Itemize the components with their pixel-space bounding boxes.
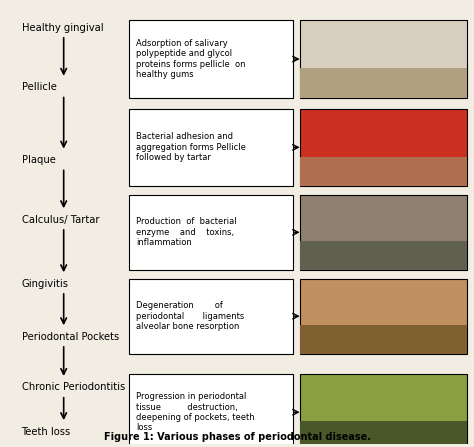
Text: Figure 1: Various phases of periodontal disease.: Figure 1: Various phases of periodontal … [103, 432, 371, 442]
Text: Pellicle: Pellicle [21, 82, 56, 92]
Bar [300, 422, 466, 447]
Bar [300, 278, 466, 354]
Text: Calculus/ Tartar: Calculus/ Tartar [21, 215, 99, 225]
Bar [300, 109, 466, 186]
Bar [129, 195, 293, 270]
Bar [300, 374, 466, 447]
Bar [300, 241, 466, 270]
Bar [300, 325, 466, 354]
Bar [129, 278, 293, 354]
Bar [300, 68, 466, 98]
Text: Degeneration        of
periodontal       ligaments
alveolar bone resorption: Degeneration of periodontal ligaments al… [137, 301, 245, 331]
Text: Progression in periodontal
tissue          destruction,
deepening of pockets, te: Progression in periodontal tissue destru… [137, 392, 255, 432]
Bar [300, 156, 466, 186]
Text: Healthy gingival: Healthy gingival [21, 23, 103, 33]
Bar [129, 109, 293, 186]
Bar [129, 374, 293, 447]
Text: Gingivitis: Gingivitis [21, 278, 69, 289]
Text: Production  of  bacterial
enzyme    and    toxins,
inflammation: Production of bacterial enzyme and toxin… [137, 217, 237, 247]
Text: Plaque: Plaque [21, 155, 55, 165]
Bar [300, 195, 466, 270]
Bar [129, 21, 293, 98]
Text: Periodontal Pockets: Periodontal Pockets [21, 332, 119, 342]
Text: Adsorption of salivary
polypeptide and glycol
proteins forms pellicle  on
health: Adsorption of salivary polypeptide and g… [137, 39, 246, 79]
Bar [300, 21, 466, 98]
Text: Teeth loss: Teeth loss [21, 426, 71, 437]
Text: Bacterial adhesion and
aggregation forms Pellicle
followed by tartar: Bacterial adhesion and aggregation forms… [137, 132, 246, 162]
Text: Chronic Periodontitis: Chronic Periodontitis [21, 383, 125, 392]
